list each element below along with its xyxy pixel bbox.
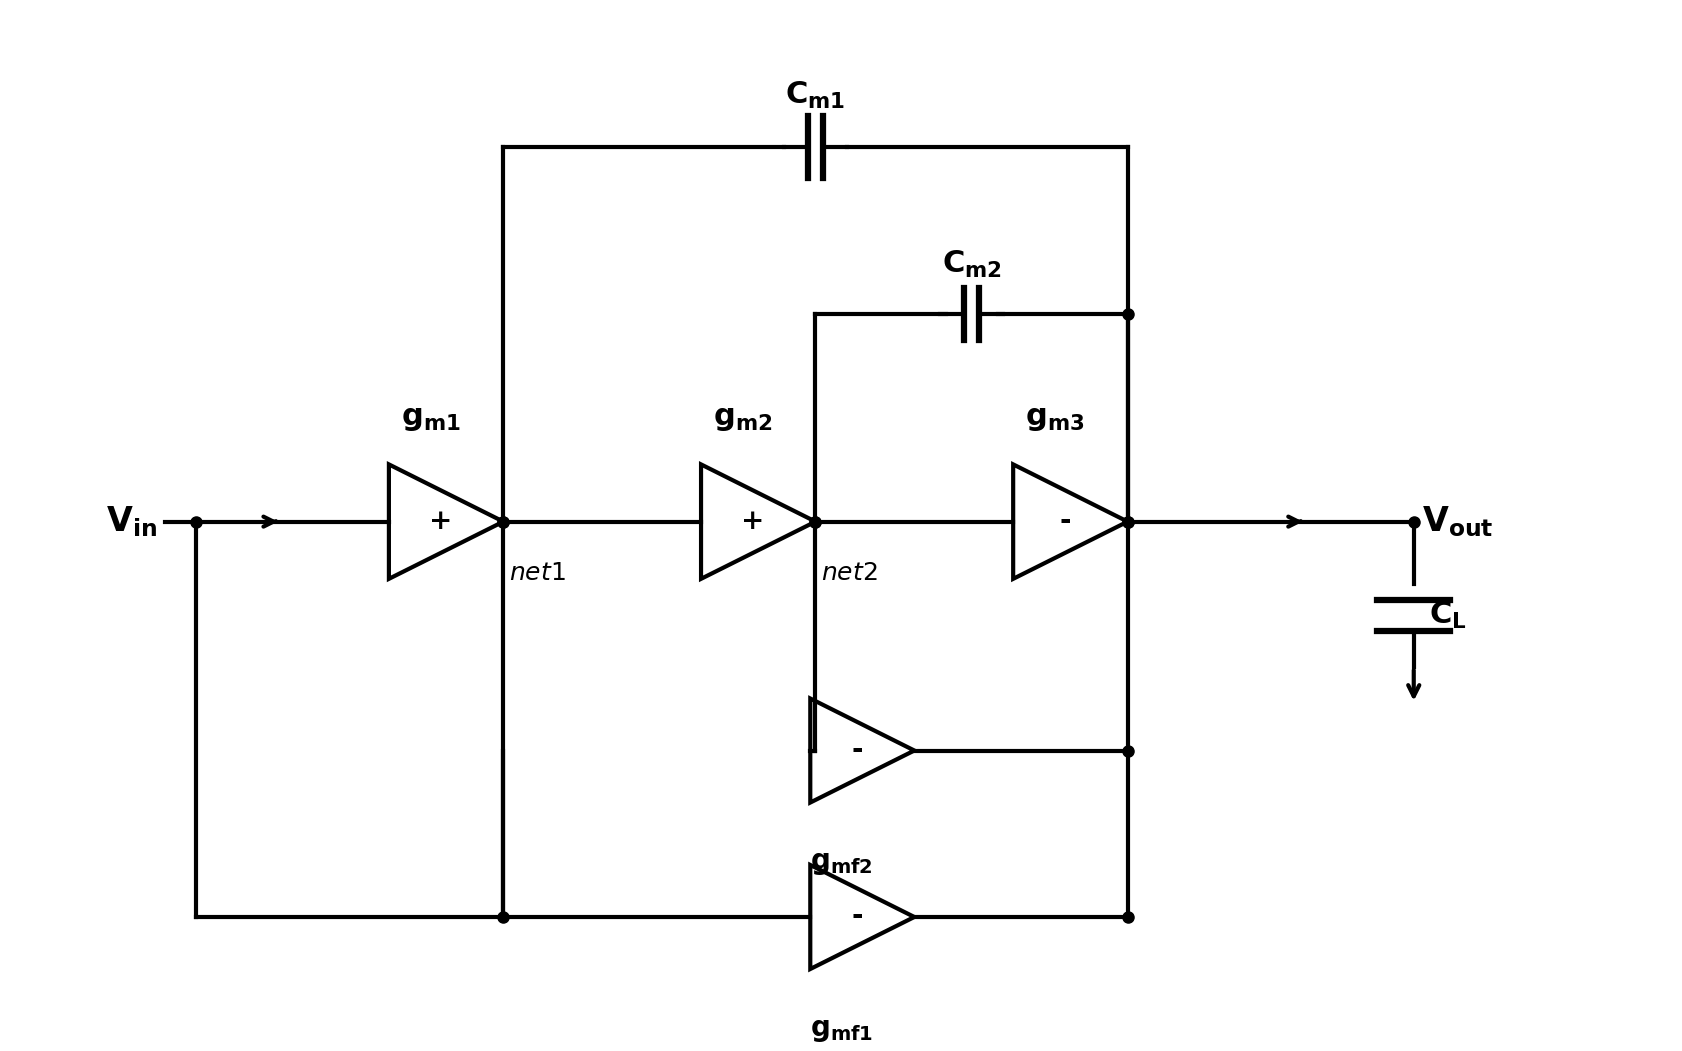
Text: $net2$: $net2$ <box>821 561 876 585</box>
Text: $\mathbf{g_{m3}}$: $\mathbf{g_{m3}}$ <box>1024 405 1083 433</box>
Text: $\mathbf{C_{m2}}$: $\mathbf{C_{m2}}$ <box>940 249 1001 281</box>
Text: $\mathbf{g_{mf1}}$: $\mathbf{g_{mf1}}$ <box>809 1016 873 1044</box>
Text: $\mathbf{C_L}$: $\mathbf{C_L}$ <box>1428 600 1467 631</box>
Text: $net1$: $net1$ <box>508 561 565 585</box>
Text: $\mathbf{C_{m1}}$: $\mathbf{C_{m1}}$ <box>785 80 844 110</box>
Text: -: - <box>851 737 863 764</box>
Text: -: - <box>1058 508 1070 535</box>
Text: $\mathbf{V_{in}}$: $\mathbf{V_{in}}$ <box>106 504 156 539</box>
Text: +: + <box>742 508 764 535</box>
Text: $\mathbf{g_{mf2}}$: $\mathbf{g_{mf2}}$ <box>809 849 873 878</box>
Text: $\mathbf{V_{out}}$: $\mathbf{V_{out}}$ <box>1421 504 1492 539</box>
Text: +: + <box>429 508 452 535</box>
Text: $\mathbf{g_{m2}}$: $\mathbf{g_{m2}}$ <box>713 405 772 433</box>
Text: $\mathbf{g_{m1}}$: $\mathbf{g_{m1}}$ <box>400 405 461 433</box>
Text: -: - <box>851 904 863 930</box>
